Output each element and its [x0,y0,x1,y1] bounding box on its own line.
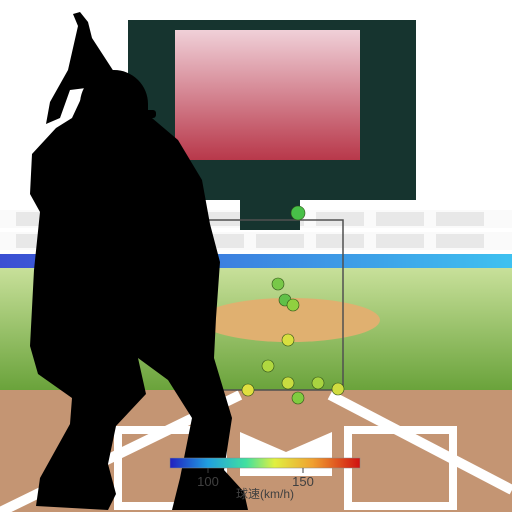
stands-panel [376,212,424,226]
pitch-marker [242,384,254,396]
pitch-marker [312,377,324,389]
pitch-marker [292,392,304,404]
pitch-marker [262,360,274,372]
pitch-marker [332,383,344,395]
scoreboard-screen [175,30,360,160]
pitch-marker [272,278,284,290]
stands-panel [436,212,484,226]
pitch-marker [291,206,305,220]
legend-colorbar [170,458,360,468]
legend-tick-label: 150 [292,474,314,489]
stands-panel [256,234,304,248]
stands-panel [316,212,364,226]
pitch-marker [287,299,299,311]
pitch-marker [282,334,294,346]
helmet-brim [130,110,156,118]
pitch-marker [282,377,294,389]
stands-panel [436,234,484,248]
stands-panel [376,234,424,248]
stands-panel [316,234,364,248]
legend-tick-label: 100 [197,474,219,489]
legend-axis-label: 球速(km/h) [236,487,294,501]
